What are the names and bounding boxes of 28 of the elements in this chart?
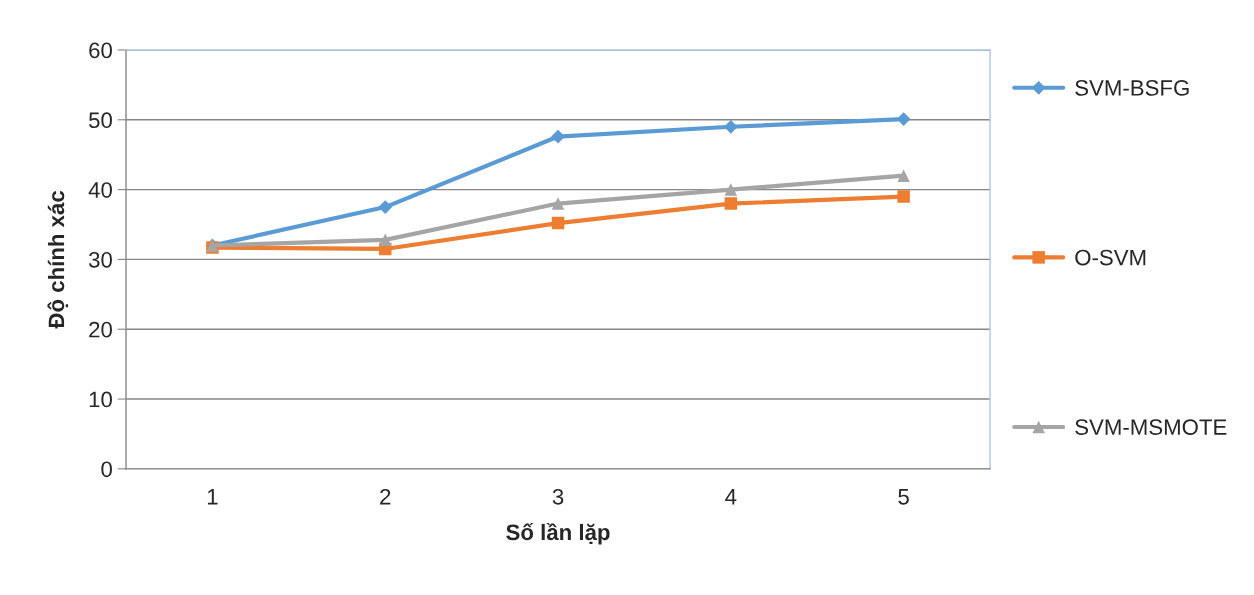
point [551,129,565,144]
y-tick-label: 0 [101,461,112,478]
legend-label: SVM-MSMOTE [1075,419,1227,435]
y-tick-label: 30 [88,251,112,268]
x-tick-label: 5 [898,489,909,505]
x-tick-label: 3 [552,488,564,505]
x-tick-label: 4 [725,489,737,505]
y-tick-label: 40 [88,182,112,198]
legend-label: SVM-BSFG [1075,80,1189,96]
point [551,197,565,210]
legend-label: O-SVM [1075,249,1146,266]
point [723,119,738,134]
y-tick-label: 60 [89,42,112,59]
point [896,112,911,126]
point [724,183,738,196]
point [897,190,910,203]
y-tick-label: 50 [89,112,112,129]
y-tick-label: 20 [89,321,112,338]
x-axis-title: Số lần lặp [506,522,610,545]
point [551,216,565,230]
y-axis-title: Độ chính xác [47,190,69,329]
point [897,169,910,182]
x-tick-label: 1 [207,489,218,505]
point [378,200,393,214]
y-tick-label: 10 [89,391,112,408]
point [724,197,738,210]
point [378,233,392,247]
x-tick-label: 2 [380,488,391,505]
